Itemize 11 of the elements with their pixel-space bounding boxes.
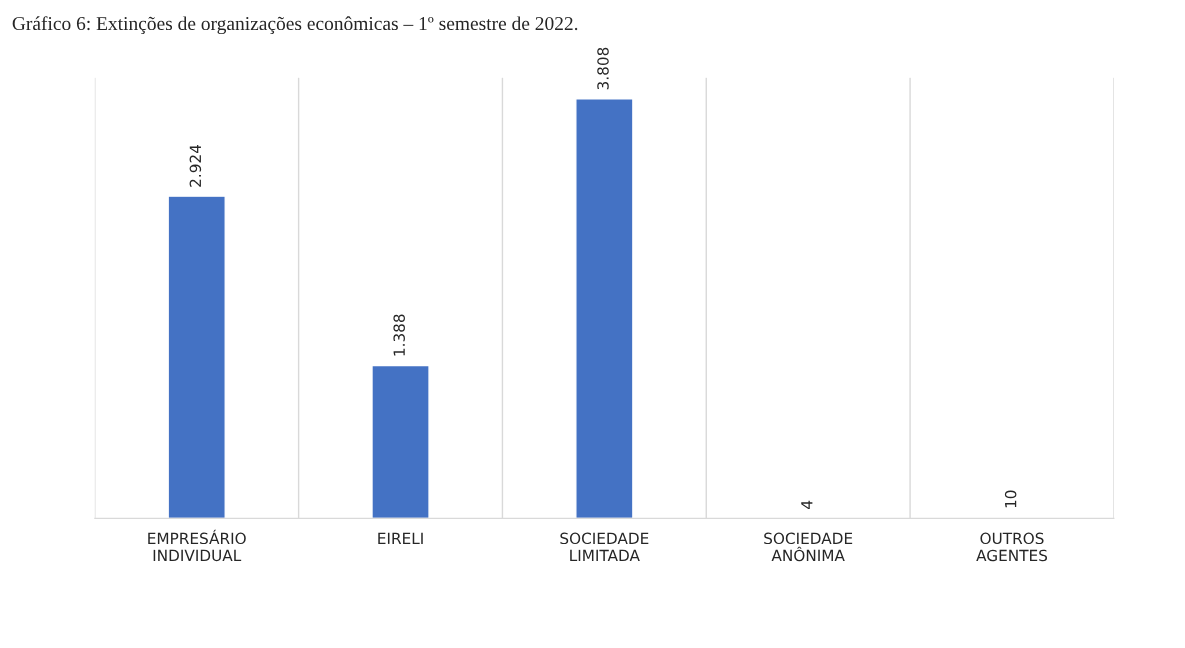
x-tick-label: SOCIEDADE LIMITADA xyxy=(560,532,649,562)
x-tick-label: EMPRESÁRIO INDIVIDUAL xyxy=(148,529,246,562)
x-tick-label: EIRELI xyxy=(378,532,423,544)
data-label: 3.808 xyxy=(597,47,609,90)
chart-title: Gráfico 6: Extinções de organizações econômicas – 1º semestre de 2022. xyxy=(12,16,578,35)
data-label: 4 xyxy=(801,500,813,509)
data-label: 10 xyxy=(1004,490,1017,508)
data-label: 2.924 xyxy=(189,144,202,187)
x-tick-label: SOCIEDADE ANÔNIMA xyxy=(764,532,853,562)
x-tick-label: OUTROS AGENTES xyxy=(976,532,1048,562)
data-label: 1.388 xyxy=(393,314,405,356)
